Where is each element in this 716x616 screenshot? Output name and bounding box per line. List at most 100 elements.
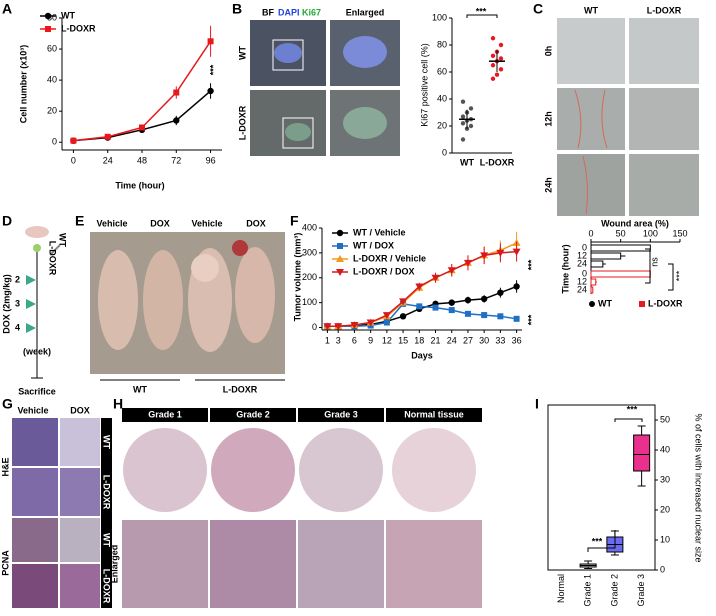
row-label: Enlarged xyxy=(109,545,119,584)
marker xyxy=(399,298,408,306)
schematic-d xyxy=(25,226,61,379)
y-tick-label: 0 xyxy=(582,242,587,252)
marker xyxy=(334,323,343,331)
x-tick-label: 18 xyxy=(414,335,424,345)
marker xyxy=(513,315,520,322)
data-point xyxy=(494,72,500,77)
legend-label: WT xyxy=(61,10,75,20)
y-tick-label: 40 xyxy=(437,93,447,103)
bracket xyxy=(587,530,616,552)
marker xyxy=(336,255,344,262)
marker xyxy=(44,12,52,20)
marker xyxy=(447,267,456,275)
data-point xyxy=(468,106,474,111)
annotation: *** xyxy=(526,314,536,325)
marker xyxy=(497,313,504,320)
header: DOX xyxy=(246,218,266,228)
header: Grade 1 xyxy=(148,409,182,419)
marker xyxy=(45,26,51,32)
bracket xyxy=(466,14,498,18)
marker xyxy=(448,299,455,306)
y-tick-label: 30 xyxy=(660,474,670,484)
y-axis-label: Time (hour) xyxy=(560,244,570,293)
group-label: WT xyxy=(133,384,147,394)
row-label: 24h xyxy=(543,177,553,193)
marker xyxy=(480,295,488,303)
x-tick-label: Grade 1 xyxy=(583,574,593,607)
x-tick-label: 96 xyxy=(206,155,216,165)
header: Vehicle xyxy=(17,405,48,415)
marker xyxy=(464,296,472,304)
header: Vehicle xyxy=(191,218,222,228)
y-tick-label: 12 xyxy=(577,250,587,260)
marker xyxy=(383,319,390,326)
y-axis-label: Cell number (x10³) xyxy=(18,45,28,124)
y-axis-label: Ki67 positive cell (%) xyxy=(419,43,429,127)
y-tick-label: 0 xyxy=(442,147,447,157)
marker xyxy=(382,312,391,320)
y-tick-label: 24 xyxy=(577,258,587,268)
row-label: WT xyxy=(237,46,247,60)
row-label: PCNA xyxy=(0,550,10,576)
data-point xyxy=(460,114,466,119)
x-axis-label: Time (hour) xyxy=(115,180,164,190)
marker xyxy=(336,229,344,237)
legend-marker xyxy=(639,301,645,307)
x-tick-label: 100 xyxy=(643,228,658,238)
row-label: L-DOXR xyxy=(237,105,247,140)
header: DOX xyxy=(70,405,90,415)
marker xyxy=(350,322,359,330)
data-point xyxy=(490,76,496,81)
y-tick-label: 60 xyxy=(437,66,447,76)
marker xyxy=(432,304,439,311)
marker xyxy=(480,252,489,260)
bar xyxy=(590,244,651,252)
marker xyxy=(323,323,332,331)
marker xyxy=(464,310,471,317)
x-axis-label: Days xyxy=(411,350,433,360)
marker xyxy=(448,307,455,314)
marker xyxy=(512,248,521,256)
x-tick-label: 0 xyxy=(71,155,76,165)
bracket xyxy=(645,248,651,284)
y-tick-label: 200 xyxy=(302,272,317,282)
marker xyxy=(337,243,343,249)
marker xyxy=(207,38,214,45)
group-label: L-DOXR xyxy=(223,384,258,394)
header: Grade 3 xyxy=(324,409,358,419)
data-point xyxy=(498,67,504,72)
row-label: 0h xyxy=(543,46,553,57)
x-tick-label: 24 xyxy=(103,155,113,165)
marker xyxy=(431,274,440,282)
bar xyxy=(590,270,651,278)
y-tick-label: 40 xyxy=(47,74,57,84)
y-tick-label: 20 xyxy=(437,120,447,130)
x-tick-label: WT xyxy=(460,157,474,167)
data-point xyxy=(498,56,504,61)
panel-label: I xyxy=(535,396,539,412)
marker xyxy=(139,124,145,131)
bar xyxy=(590,286,594,294)
header: L-DOXR xyxy=(647,5,682,15)
header: Normal tissue xyxy=(404,409,464,419)
annotation: *** xyxy=(592,536,603,546)
marker xyxy=(104,133,111,140)
marker xyxy=(415,283,424,291)
data-point xyxy=(490,63,496,68)
x-tick-label: Grade 2 xyxy=(609,574,619,607)
legend-label: WT / Vehicle xyxy=(353,227,406,237)
panel-label: E xyxy=(75,213,84,229)
marker xyxy=(481,312,488,319)
panel-label: B xyxy=(232,1,242,17)
x-tick-label: 21 xyxy=(431,335,441,345)
marker xyxy=(366,319,375,327)
micrographs-c xyxy=(557,18,699,216)
panel-label: G xyxy=(2,396,13,412)
legend-label: L-DOXR / DOX xyxy=(353,266,415,276)
x-tick-label: 6 xyxy=(352,335,357,345)
x-tick-label: 0 xyxy=(588,228,593,238)
y-tick-label: 40 xyxy=(660,444,670,454)
legend-label: L-DOXR xyxy=(648,298,683,308)
